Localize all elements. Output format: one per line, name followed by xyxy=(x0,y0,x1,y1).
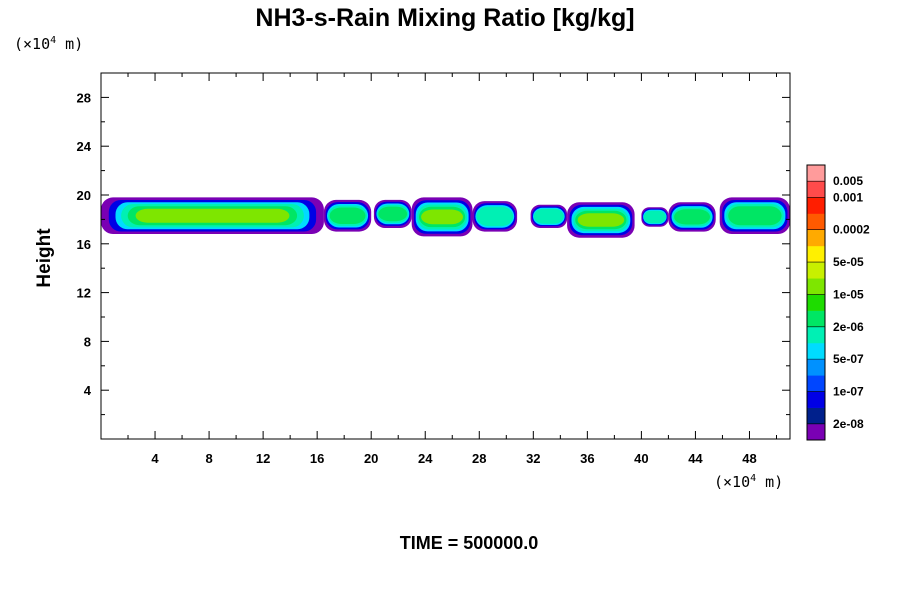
x-tick-label: 32 xyxy=(526,451,540,466)
x-tick-label: 8 xyxy=(205,451,212,466)
cloud-band-0-level-5 xyxy=(135,208,290,223)
x-tick-label: 28 xyxy=(472,451,486,466)
colorbar-swatch xyxy=(807,375,825,392)
cloud-band-3-level-5 xyxy=(421,209,463,225)
colorbar-label: 0.0002 xyxy=(833,223,870,237)
colorbar-swatch xyxy=(807,229,825,247)
colorbar-swatch xyxy=(807,278,825,295)
colorbar-label: 5e-05 xyxy=(833,255,864,269)
y-tick-label: 20 xyxy=(77,188,91,203)
x-tick-label: 24 xyxy=(418,451,433,466)
colorbar-swatch xyxy=(807,213,825,231)
x-unit-label: (×104 m) xyxy=(714,473,783,491)
x-tick-label: 20 xyxy=(364,451,378,466)
colorbar-swatch xyxy=(807,326,825,344)
plot-frame xyxy=(100,72,791,440)
colorbar-swatch xyxy=(807,391,825,408)
x-axis: 4 8 12 16 20 24 28 32 36 40 44 48 xyxy=(127,73,777,466)
x-tick-label: 40 xyxy=(634,451,648,466)
colorbar-label: 0.005 xyxy=(833,174,863,188)
cloud-band-2-level-4 xyxy=(378,206,408,222)
colorbar-label: 2e-08 xyxy=(833,417,864,431)
colorbar-swatch xyxy=(807,262,825,279)
colorbar-label: 1e-05 xyxy=(833,287,864,301)
cloud-band-1-level-4 xyxy=(329,207,366,224)
colorbar: 2e-08 1e-07 5e-07 2e-06 1e-05 5e-05 0.0002 0.00… xyxy=(806,164,870,441)
colorbar-swatch xyxy=(807,359,825,376)
y-tick-label: 24 xyxy=(77,139,92,154)
y-tick-label: 12 xyxy=(77,286,91,301)
x-tick-label: 16 xyxy=(310,451,324,466)
x-tick-label: 44 xyxy=(688,451,703,466)
colorbar-label: 5e-07 xyxy=(833,352,864,366)
cloud-band-9-level-4 xyxy=(728,206,782,226)
colorbar-swatch xyxy=(807,165,825,182)
y-tick-label: 8 xyxy=(84,334,91,349)
colorbar-label: 2e-06 xyxy=(833,320,864,334)
time-label: TIME = 500000.0 xyxy=(400,533,539,553)
y-tick-label: 16 xyxy=(77,237,91,252)
cloud-band-7-level-3 xyxy=(643,210,666,224)
colorbar-swatch xyxy=(807,423,825,441)
colorbar-swatch xyxy=(807,407,825,425)
colorbar-swatch xyxy=(807,310,825,328)
chart-title: NH3-s-Rain Mixing Ratio [kg/kg] xyxy=(255,4,634,32)
x-tick-label: 48 xyxy=(742,451,756,466)
colorbar-swatch xyxy=(807,294,825,311)
cloud-band-6-level-5 xyxy=(577,213,625,227)
colorbar-swatch xyxy=(807,181,825,198)
colorbar-label: 1e-07 xyxy=(833,384,864,398)
x-tick-label: 12 xyxy=(256,451,270,466)
x-tick-label: 36 xyxy=(580,451,594,466)
y-axis-label: Height xyxy=(34,228,55,288)
mixing-ratio-field xyxy=(101,197,790,238)
colorbar-swatch xyxy=(807,197,825,214)
cloud-band-4-level-3 xyxy=(476,206,514,227)
colorbar-label: 0.001 xyxy=(833,190,863,204)
colorbar-swatch xyxy=(807,342,825,360)
cloud-band-5-level-3 xyxy=(533,208,564,224)
y-tick-label: 28 xyxy=(77,90,91,105)
colorbar-swatch xyxy=(807,245,825,263)
x-tick-label: 4 xyxy=(151,451,159,466)
y-unit-label: (×104 m) xyxy=(14,35,83,53)
colorbar-frame xyxy=(806,164,826,441)
y-tick-label: 4 xyxy=(84,383,92,398)
y-axis: 4 8 12 16 20 24 28 xyxy=(77,72,790,416)
cloud-band-8-level-4 xyxy=(674,209,710,225)
